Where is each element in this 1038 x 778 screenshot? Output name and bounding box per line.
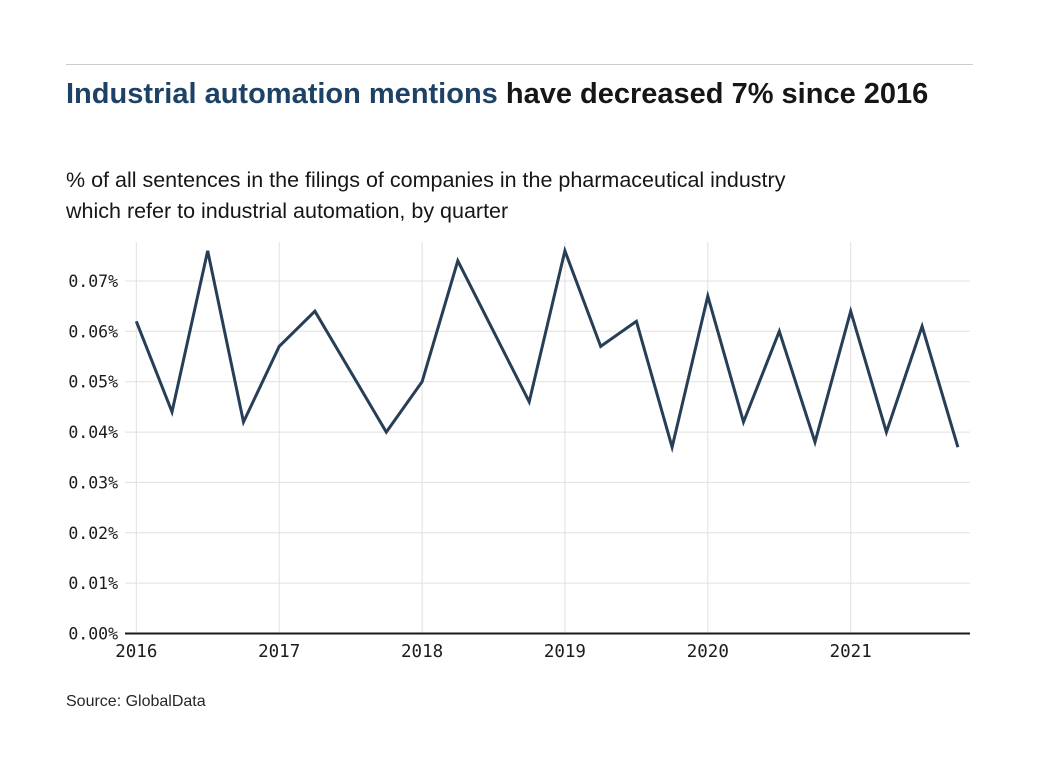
subtitle-line-2: which refer to industrial automation, by… <box>66 198 509 223</box>
y-tick-label: 0.03% <box>68 473 118 492</box>
line-chart: 0.00% 0.01% 0.02% 0.03% 0.04% 0.05% 0.06% 0.07%… <box>68 242 970 662</box>
y-tick-label: 0.07% <box>68 272 118 291</box>
y-tick-label: 0.04% <box>68 423 118 442</box>
chart-subtitle: % of all sentences in the filings of com… <box>66 165 976 227</box>
y-tick-label: 0.02% <box>68 524 118 543</box>
x-tick-label: 2019 <box>544 642 586 662</box>
title-rest: have decreased 7% since 2016 <box>497 78 929 110</box>
trend-line <box>134 245 960 454</box>
subtitle-line-1: % of all sentences in the filings of com… <box>66 168 786 192</box>
x-tick-label: 2017 <box>258 642 300 662</box>
y-tick-label: 0.05% <box>68 373 118 392</box>
source-note: Source: GlobalData <box>66 693 206 710</box>
x-tick-label: 2021 <box>830 642 872 662</box>
x-tick-label: 2016 <box>115 642 157 662</box>
title-highlight: Industrial automation mentions <box>66 78 498 110</box>
y-tick-label: 0.06% <box>68 322 118 341</box>
x-tick-label: 2018 <box>401 642 443 662</box>
x-tick-label: 2020 <box>687 642 729 662</box>
y-tick-label: 0.00% <box>68 625 118 644</box>
top-divider <box>66 64 973 65</box>
chart-title: Industrial automation mentions have decr… <box>66 76 1011 113</box>
y-tick-label: 0.01% <box>68 574 118 593</box>
